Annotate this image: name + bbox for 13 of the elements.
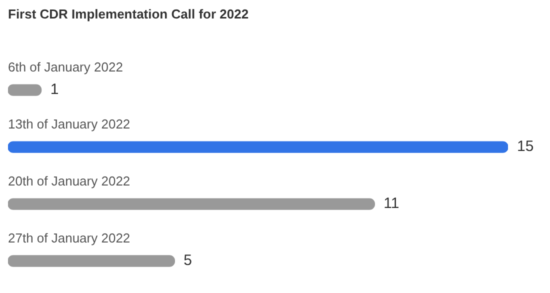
y-tick-label: 27th of January 2022 <box>8 230 130 246</box>
data-label: 11 <box>384 195 400 212</box>
bar <box>8 198 375 210</box>
data-label: 5 <box>184 252 192 270</box>
bar <box>8 255 175 267</box>
data-label: 1 <box>50 81 59 98</box>
data-label: 15 <box>517 138 534 156</box>
bar <box>8 141 508 153</box>
y-tick-label: 20th of January 2022 <box>8 174 130 189</box>
chart-title: First CDR Implementation Call for 2022 <box>8 6 249 22</box>
y-tick-label: 6th of January 2022 <box>8 60 123 75</box>
bar <box>8 84 42 96</box>
y-tick-label: 13th of January 2022 <box>8 116 130 132</box>
